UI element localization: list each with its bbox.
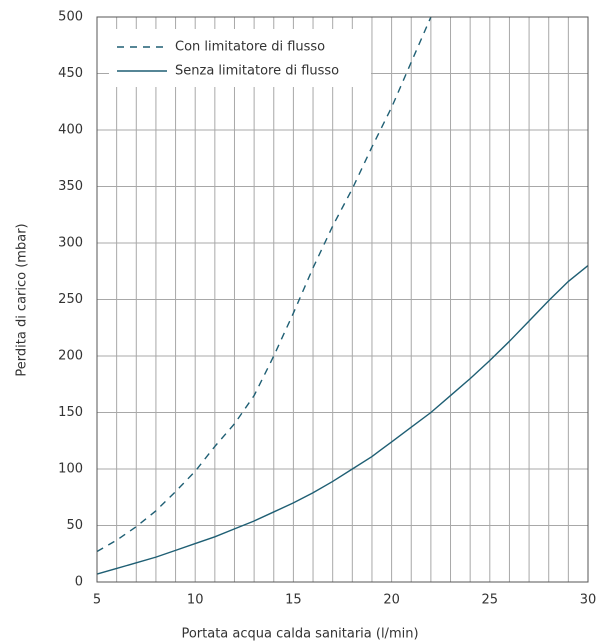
- y-tick-label: 100: [58, 462, 83, 477]
- x-tick-label: 30: [580, 593, 597, 608]
- y-tick-label: 150: [58, 405, 83, 420]
- y-tick-label: 300: [58, 236, 83, 251]
- y-axis-label: Perdita di carico (mbar): [15, 223, 30, 376]
- y-tick-label: 400: [58, 123, 83, 138]
- x-tick-label: 20: [383, 593, 400, 608]
- y-tick-label: 350: [58, 179, 83, 194]
- y-tick-label: 500: [58, 10, 83, 25]
- y-tick-label: 450: [58, 66, 83, 81]
- series-line: [96, 16, 432, 553]
- legend-label: Con limitatore di flusso: [175, 40, 325, 55]
- plot-frame: [96, 16, 589, 583]
- x-tick-label: 5: [93, 593, 101, 608]
- x-tick-label: 10: [187, 593, 204, 608]
- x-tick-label: 25: [482, 593, 499, 608]
- y-tick-label: 50: [66, 518, 83, 533]
- x-axis-label: Portata acqua calda sanitaria (l/min): [181, 627, 418, 642]
- y-tick-label: 0: [75, 575, 83, 590]
- legend-box: [109, 29, 371, 87]
- x-tick-label: 15: [285, 593, 302, 608]
- series-line: [96, 265, 589, 575]
- y-tick-label: 200: [58, 349, 83, 364]
- y-tick-label: 250: [58, 292, 83, 307]
- legend-label: Senza limitatore di flusso: [175, 64, 339, 79]
